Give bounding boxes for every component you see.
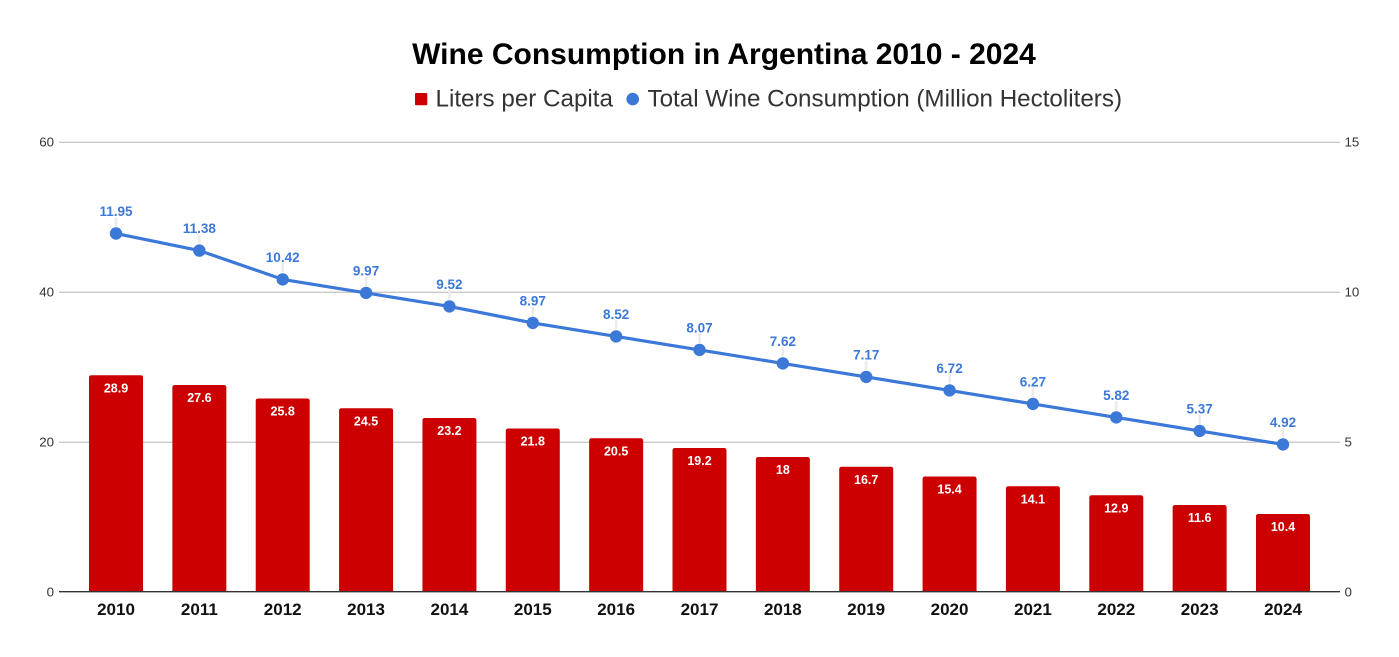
svg-text:20: 20 [39, 435, 54, 450]
svg-text:40: 40 [39, 285, 54, 300]
svg-text:8.52: 8.52 [603, 307, 629, 322]
svg-text:10.42: 10.42 [266, 250, 300, 265]
svg-text:60: 60 [39, 135, 54, 150]
svg-text:21.8: 21.8 [521, 435, 545, 449]
svg-text:24.5: 24.5 [354, 414, 378, 428]
svg-text:2010: 2010 [97, 600, 135, 619]
svg-text:8.07: 8.07 [686, 320, 712, 335]
svg-text:12.9: 12.9 [1104, 501, 1128, 515]
svg-text:19.2: 19.2 [687, 454, 711, 468]
svg-text:23.2: 23.2 [437, 424, 461, 438]
svg-text:2021: 2021 [1014, 600, 1052, 619]
svg-text:0: 0 [1345, 585, 1352, 600]
svg-text:6.27: 6.27 [1020, 374, 1046, 389]
svg-text:2017: 2017 [681, 600, 719, 619]
svg-text:2023: 2023 [1181, 600, 1219, 619]
svg-text:11.6: 11.6 [1188, 511, 1212, 525]
svg-text:14.1: 14.1 [1021, 492, 1045, 506]
svg-text:8.97: 8.97 [520, 293, 546, 308]
svg-text:2014: 2014 [431, 600, 469, 619]
svg-text:2018: 2018 [764, 600, 802, 619]
svg-text:4.92: 4.92 [1270, 415, 1296, 430]
svg-text:2019: 2019 [847, 600, 885, 619]
svg-text:2012: 2012 [264, 600, 302, 619]
svg-text:9.97: 9.97 [353, 263, 379, 278]
svg-text:5: 5 [1345, 435, 1352, 450]
svg-text:0: 0 [47, 585, 54, 600]
svg-text:7.17: 7.17 [853, 347, 879, 362]
svg-text:15: 15 [1345, 135, 1360, 150]
svg-text:20.5: 20.5 [604, 444, 628, 458]
svg-text:2011: 2011 [181, 600, 218, 619]
svg-text:2015: 2015 [514, 600, 552, 619]
svg-text:5.82: 5.82 [1103, 388, 1129, 403]
svg-text:Total Wine Consumption (Millio: Total Wine Consumption (Million Hectolit… [648, 86, 1123, 113]
svg-text:2016: 2016 [597, 600, 635, 619]
svg-text:Wine Consumption in Argentina: Wine Consumption in Argentina 2010 - 202… [412, 38, 1036, 71]
svg-text:10.4: 10.4 [1271, 520, 1295, 534]
svg-text:28.9: 28.9 [104, 381, 128, 395]
svg-text:11.95: 11.95 [99, 204, 133, 219]
svg-text:5.37: 5.37 [1186, 401, 1212, 416]
svg-text:9.52: 9.52 [436, 277, 462, 292]
svg-text:10: 10 [1345, 285, 1360, 300]
svg-text:16.7: 16.7 [854, 473, 878, 487]
svg-text:27.6: 27.6 [187, 391, 211, 405]
svg-text:2020: 2020 [931, 600, 969, 619]
svg-text:11.38: 11.38 [183, 221, 217, 236]
svg-text:2024: 2024 [1264, 600, 1302, 619]
svg-text:18: 18 [776, 463, 790, 477]
svg-text:25.8: 25.8 [271, 405, 295, 419]
svg-text:15.4: 15.4 [937, 483, 961, 497]
svg-text:6.72: 6.72 [936, 361, 962, 376]
svg-text:Liters per Capita: Liters per Capita [436, 86, 614, 113]
svg-text:2022: 2022 [1097, 600, 1135, 619]
svg-text:2013: 2013 [347, 600, 385, 619]
svg-text:7.62: 7.62 [770, 334, 796, 349]
